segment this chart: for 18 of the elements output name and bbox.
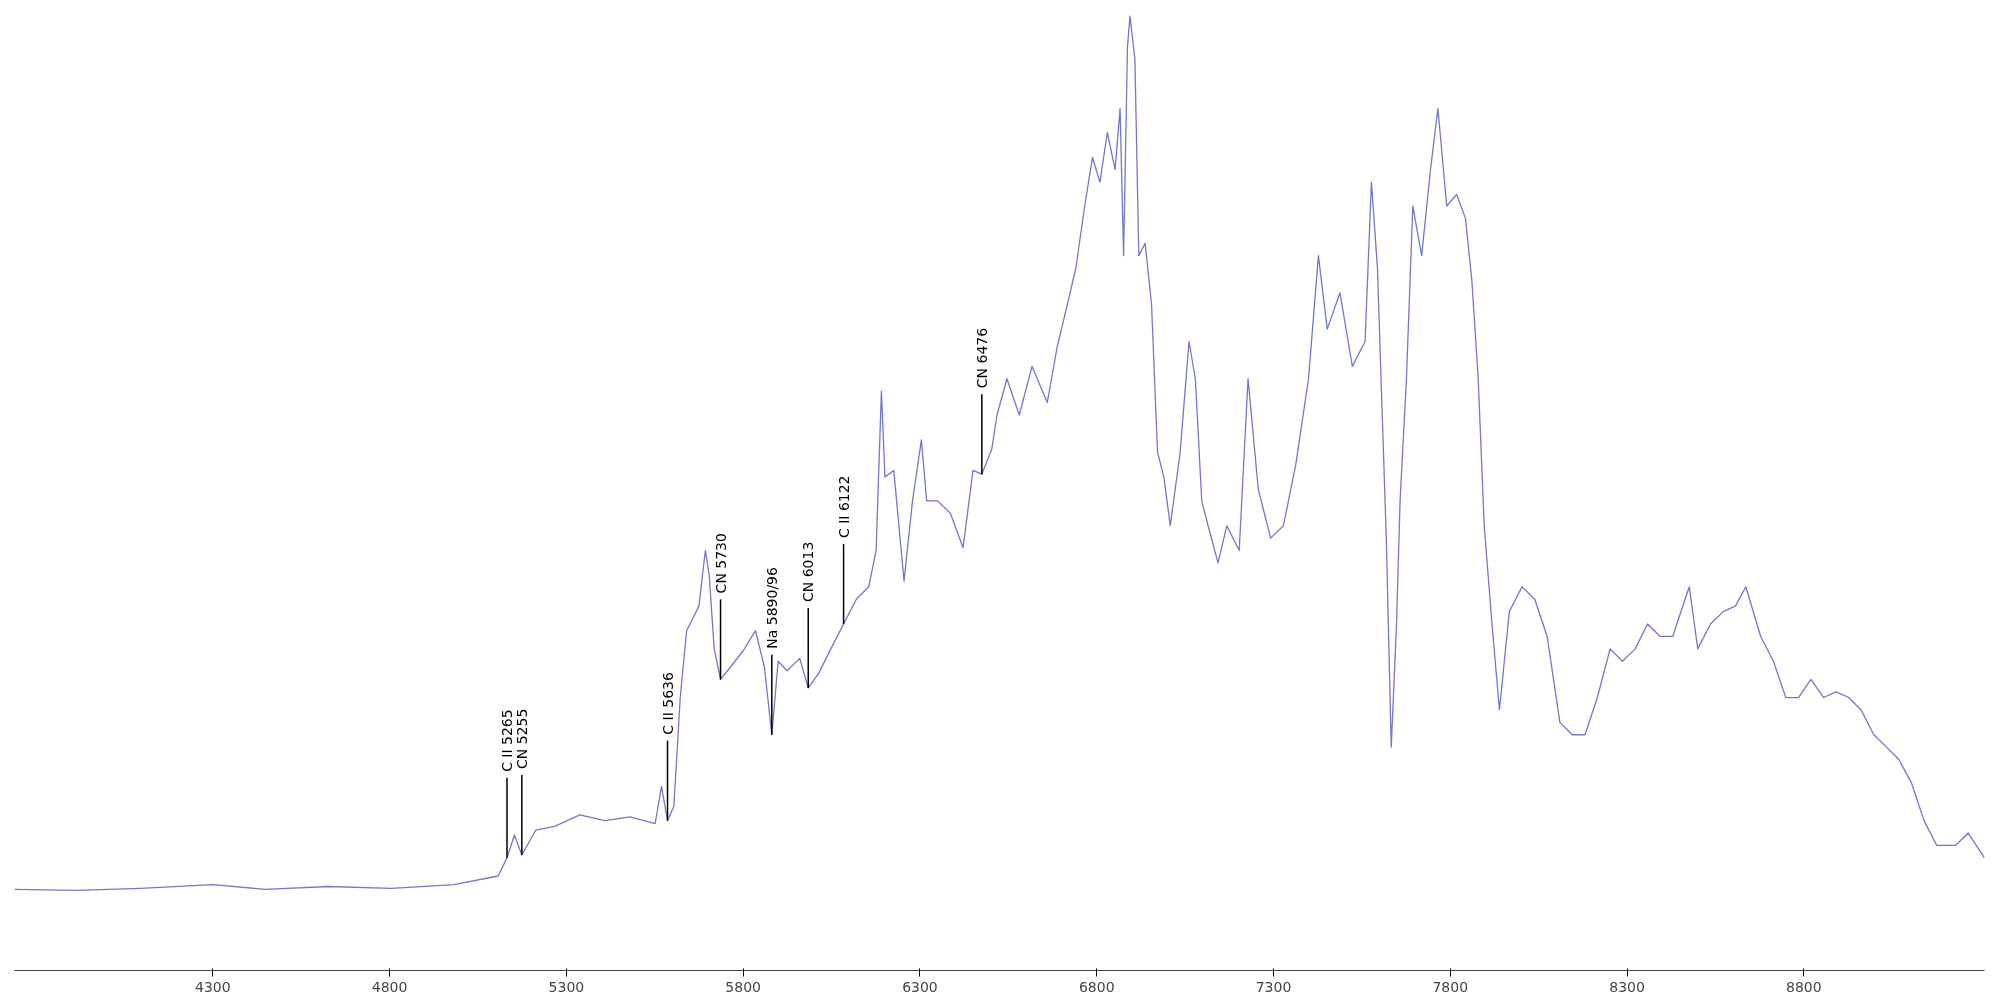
x-tick-label: 4800 xyxy=(371,978,408,995)
x-tick-label: 7800 xyxy=(1432,978,1469,995)
annotation: Na 5890/96 xyxy=(763,566,780,649)
annotation: C II 5636 xyxy=(659,672,676,735)
annotation: C II 5265 xyxy=(499,709,515,772)
x-tick-label: 4300 xyxy=(195,978,231,995)
x-tick-label: 5800 xyxy=(725,978,761,995)
x-tick-label: 5300 xyxy=(548,978,585,995)
x-tick-label: 7300 xyxy=(1255,978,1292,995)
x-tick-label: 6300 xyxy=(902,978,938,995)
annotation: CN 5255 xyxy=(513,708,530,770)
annotation: CN 6476 xyxy=(973,327,990,389)
annotation: CN 5730 xyxy=(712,533,729,594)
annotation: C II 6122 xyxy=(835,475,852,539)
x-tick-label: 8300 xyxy=(1609,978,1645,995)
x-tick-label: 8800 xyxy=(1786,978,1822,995)
x-tick-label: 6800 xyxy=(1078,978,1115,995)
annotation: CN 6013 xyxy=(800,541,817,602)
